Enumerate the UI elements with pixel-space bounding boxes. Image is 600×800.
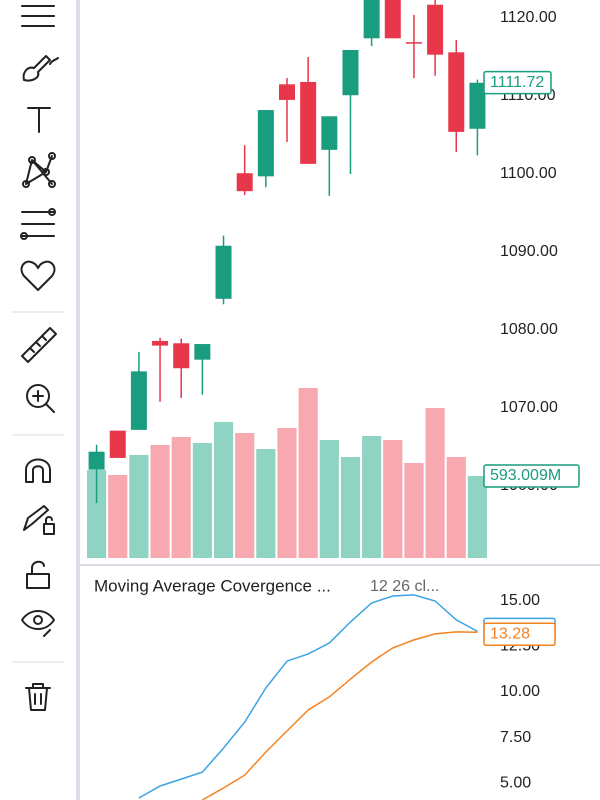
last-value-box xyxy=(483,464,580,488)
candle-body xyxy=(152,340,169,346)
last-value-box xyxy=(483,70,552,95)
magnet-tool[interactable] xyxy=(25,458,51,483)
lines-tool[interactable] xyxy=(21,5,55,27)
visibility-tool[interactable] xyxy=(21,610,55,637)
volume-bar xyxy=(319,439,339,558)
volume-bar xyxy=(256,448,276,558)
lock-drawings-tool[interactable] xyxy=(23,505,55,535)
y-tick-label: 7.50 xyxy=(500,729,531,746)
volume-bar xyxy=(446,456,466,558)
volume-bar xyxy=(425,407,445,558)
y-tick-label: 1100.00 xyxy=(500,165,557,182)
y-tick-label: 5.00 xyxy=(500,774,531,791)
candle-body xyxy=(236,173,253,192)
y-tick-label: 1090.00 xyxy=(500,243,558,260)
volume-bar xyxy=(404,462,424,558)
volume-bar xyxy=(235,432,255,558)
volume-bar xyxy=(383,439,403,558)
candle-body xyxy=(194,344,211,360)
volume-bar xyxy=(340,456,361,558)
candle-body xyxy=(88,451,105,470)
y-tick-label: 1080.00 xyxy=(500,321,558,338)
volume-bar xyxy=(362,435,382,558)
volume-bar xyxy=(171,436,191,558)
indicator-line xyxy=(202,631,478,800)
candle-body xyxy=(321,116,338,150)
brush-tool[interactable] xyxy=(22,55,59,82)
volume-bar xyxy=(467,475,487,558)
volume-bar xyxy=(298,387,318,558)
y-tick-label: 10.00 xyxy=(500,683,540,700)
volume-bar xyxy=(108,474,128,558)
candle-body xyxy=(448,52,465,132)
volume-bar xyxy=(150,444,170,558)
volume-bar xyxy=(129,454,149,558)
zoom-tool[interactable] xyxy=(26,384,55,413)
candle-body xyxy=(363,0,380,39)
pattern-tool[interactable] xyxy=(22,152,56,188)
last-value-label: 1111.72 xyxy=(490,74,544,91)
candle-body xyxy=(257,110,274,177)
candle-body xyxy=(342,49,359,96)
candle-body xyxy=(300,81,317,164)
candle-body xyxy=(109,430,126,458)
ruler-tool[interactable] xyxy=(21,327,57,363)
last-value-box xyxy=(483,622,556,647)
candle-body xyxy=(427,4,444,55)
volume-bar xyxy=(87,469,107,558)
last-value-label: 593.009M xyxy=(490,467,561,484)
fib-tool[interactable] xyxy=(20,208,56,240)
y-tick-label: 1070.00 xyxy=(500,399,558,416)
candle-body xyxy=(279,84,295,100)
volume-bar xyxy=(192,442,212,558)
candle-body xyxy=(405,42,422,44)
toolbar-border xyxy=(76,0,80,800)
candle-body xyxy=(469,82,486,129)
y-tick-label: 1120.00 xyxy=(500,9,557,26)
candle-body xyxy=(173,343,190,369)
indicator-line xyxy=(138,594,478,799)
volume-bar xyxy=(213,421,234,558)
delete-tool[interactable] xyxy=(25,683,51,711)
candle-body xyxy=(215,245,232,299)
toolbar xyxy=(12,5,64,711)
candle-body xyxy=(130,371,147,430)
favorites-tool[interactable] xyxy=(20,260,56,291)
indicator-params: 12 26 cl... xyxy=(370,578,439,595)
candle-body xyxy=(384,0,401,39)
y-tick-label: 15.00 xyxy=(500,592,540,609)
indicator-title: Moving Average Covergence ... xyxy=(94,576,331,595)
volume-bar xyxy=(277,427,297,558)
lock-tool[interactable] xyxy=(26,560,50,589)
last-value-label: 13.28 xyxy=(490,625,530,642)
text-tool[interactable] xyxy=(27,107,51,133)
